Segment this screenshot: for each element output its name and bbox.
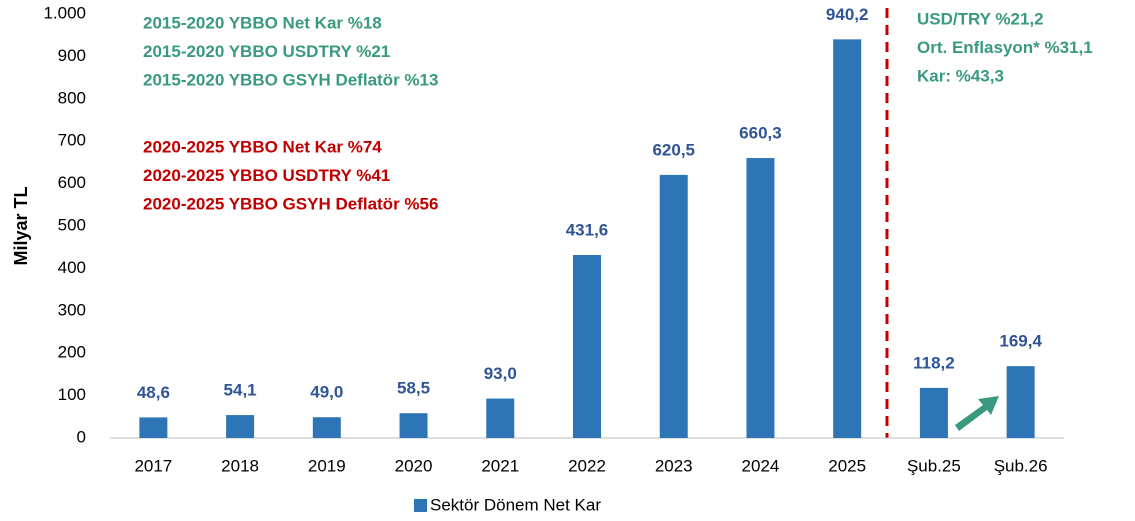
x-tick-label: 2023 bbox=[655, 456, 693, 475]
y-tick-label: 100 bbox=[58, 385, 86, 404]
legend-swatch bbox=[414, 499, 427, 512]
x-tick-label: 2017 bbox=[134, 456, 172, 475]
data-label: 660,3 bbox=[739, 124, 782, 143]
y-tick-label: 600 bbox=[58, 173, 86, 192]
data-label: 58,5 bbox=[397, 379, 430, 398]
bar bbox=[919, 387, 948, 438]
x-tick-label: 2021 bbox=[481, 456, 519, 475]
data-label: 54,1 bbox=[224, 381, 257, 400]
data-label: 48,6 bbox=[137, 383, 170, 402]
x-tick-label: 2025 bbox=[828, 456, 866, 475]
annotation: 2015-2020 YBBO Net Kar %18 bbox=[143, 13, 382, 32]
bar bbox=[399, 413, 428, 438]
data-label: 118,2 bbox=[913, 353, 955, 372]
y-tick-label: 900 bbox=[58, 46, 86, 65]
x-tick-label: 2019 bbox=[308, 456, 346, 475]
data-label: 169,4 bbox=[999, 332, 1042, 351]
y-tick-label: 700 bbox=[58, 131, 86, 150]
data-label: 940,2 bbox=[826, 5, 869, 24]
x-tick-label: Şub.25 bbox=[907, 456, 961, 475]
y-tick-label: 800 bbox=[58, 88, 86, 107]
y-tick-label: 300 bbox=[58, 300, 86, 319]
annotation: 2020-2025 YBBO USDTRY %41 bbox=[143, 166, 390, 185]
bar bbox=[1006, 366, 1035, 438]
data-label: 620,5 bbox=[652, 140, 695, 159]
y-tick-label: 200 bbox=[58, 343, 86, 362]
annotation: USD/TRY %21,2 bbox=[917, 9, 1044, 28]
bar bbox=[573, 255, 601, 438]
x-tick-label: 2020 bbox=[395, 456, 433, 475]
y-tick-label: 0 bbox=[77, 427, 86, 446]
y-tick-label: 500 bbox=[58, 215, 86, 234]
y-tick-label: 400 bbox=[58, 258, 86, 277]
annotation: 2020-2025 YBBO Net Kar %74 bbox=[143, 137, 382, 156]
bar bbox=[486, 398, 515, 438]
bar bbox=[659, 174, 688, 438]
data-label: 49,0 bbox=[310, 383, 343, 402]
annotation: 2015-2020 YBBO GSYH Deflatör %13 bbox=[143, 70, 438, 89]
x-tick-label: 2024 bbox=[742, 456, 780, 475]
annotation: Kar: %43,3 bbox=[917, 66, 1004, 85]
bar bbox=[226, 415, 255, 438]
bar bbox=[312, 417, 341, 438]
annotation: Ort. Enflasyon* %31,1 bbox=[917, 38, 1093, 57]
data-label: 93,0 bbox=[484, 364, 517, 383]
bar bbox=[746, 158, 775, 438]
annotation: 2020-2025 YBBO GSYH Deflatör %56 bbox=[143, 194, 438, 213]
bar bbox=[833, 39, 862, 439]
x-tick-label: 2022 bbox=[568, 456, 606, 475]
x-tick-label: 2018 bbox=[221, 456, 259, 475]
x-tick-label: Şub.26 bbox=[994, 456, 1048, 475]
legend-label: Sektör Dönem Net Kar bbox=[430, 495, 601, 514]
data-label: 431,6 bbox=[566, 220, 609, 239]
bar bbox=[139, 417, 168, 438]
y-axis-label: Milyar TL bbox=[11, 186, 31, 265]
y-tick-label: 1.000 bbox=[43, 3, 86, 22]
growth-arrow bbox=[955, 396, 999, 431]
annotation: 2015-2020 YBBO USDTRY %21 bbox=[143, 42, 390, 61]
